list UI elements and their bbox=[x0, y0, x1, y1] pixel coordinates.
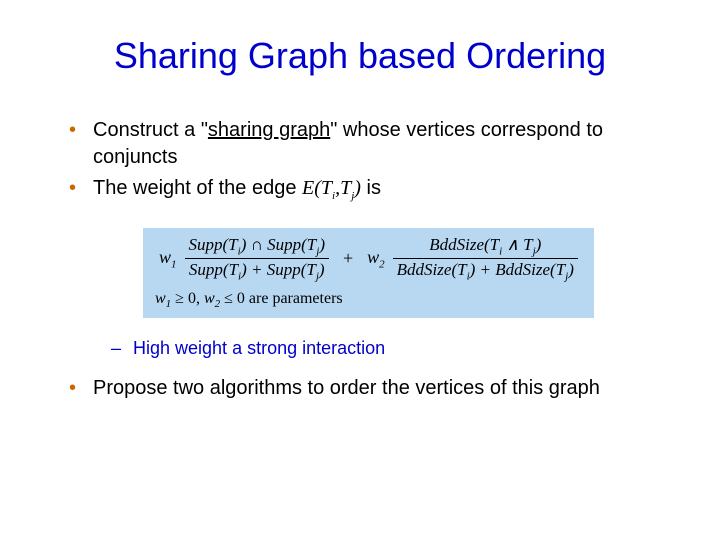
d1c: ) bbox=[319, 260, 325, 279]
edge-e: E(T bbox=[302, 177, 332, 199]
bullet-1-underline: sharing graph bbox=[208, 119, 330, 141]
frac1-den: Supp(Ti) + Supp(Tj) bbox=[185, 259, 329, 283]
bullet-1: Construct a "sharing graph" whose vertic… bbox=[65, 117, 675, 171]
pe: are parameters bbox=[249, 290, 343, 307]
coef-w1: w1 bbox=[159, 247, 177, 271]
n1b: ) ∩ Supp(T bbox=[241, 235, 317, 254]
n1c: ) bbox=[319, 235, 325, 254]
slide: Sharing Graph based Ordering Construct a… bbox=[0, 0, 720, 540]
fraction-1: Supp(Ti) ∩ Supp(Tj) Supp(Ti) + Supp(Tj) bbox=[185, 234, 329, 284]
pd: ≤ 0 bbox=[220, 290, 249, 307]
pc: w bbox=[204, 290, 215, 307]
sub-bullet-1: High weight a strong interaction bbox=[111, 336, 675, 361]
n2a: BddSize(T bbox=[429, 235, 499, 254]
frac2-num: BddSize(Ti ∧ Tj) bbox=[425, 234, 545, 258]
edge-close: ) bbox=[354, 177, 361, 199]
bullet-2: The weight of the edge E(Ti,Tj) is bbox=[65, 175, 675, 204]
sub1-c: strong interaction bbox=[242, 338, 385, 358]
d2c: ) bbox=[568, 260, 574, 279]
pb: ≥ 0, bbox=[171, 290, 204, 307]
coef-w2: w2 bbox=[367, 247, 385, 271]
params-line: w1 ≥ 0, w2 ≤ 0 are parameters bbox=[155, 290, 582, 310]
d1b: ) + Supp(T bbox=[241, 260, 316, 279]
d2a: BddSize(T bbox=[397, 260, 467, 279]
bullet-2-edge: E(Ti,Tj) bbox=[302, 177, 361, 199]
sub1-a: High weight bbox=[133, 338, 232, 358]
slide-title: Sharing Graph based Ordering bbox=[45, 35, 675, 77]
d1a: Supp(T bbox=[189, 260, 238, 279]
n2c: ) bbox=[536, 235, 542, 254]
sub1-arrow: a bbox=[232, 338, 242, 358]
w2: w bbox=[367, 247, 379, 267]
formula-box: w1 Supp(Ti) ∩ Supp(Tj) Supp(Ti) + Supp(T… bbox=[143, 228, 594, 318]
d2b: ) + BddSize(T bbox=[470, 260, 566, 279]
pa: w bbox=[155, 290, 166, 307]
w2-sub: 2 bbox=[379, 259, 385, 271]
edge-comma: ,T bbox=[335, 177, 351, 199]
frac2-den: BddSize(Ti) + BddSize(Tj) bbox=[393, 259, 578, 283]
w1-sub: 1 bbox=[171, 259, 177, 271]
bullet-2-post: is bbox=[361, 177, 381, 199]
frac1-num: Supp(Ti) ∩ Supp(Tj) bbox=[185, 234, 329, 258]
n1a: Supp(T bbox=[189, 235, 238, 254]
formula-row: w1 Supp(Ti) ∩ Supp(Tj) Supp(Ti) + Supp(T… bbox=[155, 234, 582, 284]
formula-region: w1 Supp(Ti) ∩ Supp(Tj) Supp(Ti) + Supp(T… bbox=[45, 208, 675, 330]
bullet-2-pre: The weight of the edge bbox=[93, 177, 302, 199]
w1: w bbox=[159, 247, 171, 267]
bullet-list: Construct a "sharing graph" whose vertic… bbox=[45, 117, 675, 204]
sub-bullet-list: High weight a strong interaction bbox=[45, 336, 675, 361]
n2b: ∧ T bbox=[502, 235, 532, 254]
bullet-1-pre: Construct a " bbox=[93, 119, 208, 141]
bullet-3: Propose two algorithms to order the vert… bbox=[65, 375, 675, 402]
fraction-2: BddSize(Ti ∧ Tj) BddSize(Ti) + BddSize(T… bbox=[393, 234, 578, 284]
plus-sign: + bbox=[343, 248, 353, 269]
bullet-list-2: Propose two algorithms to order the vert… bbox=[45, 375, 675, 402]
